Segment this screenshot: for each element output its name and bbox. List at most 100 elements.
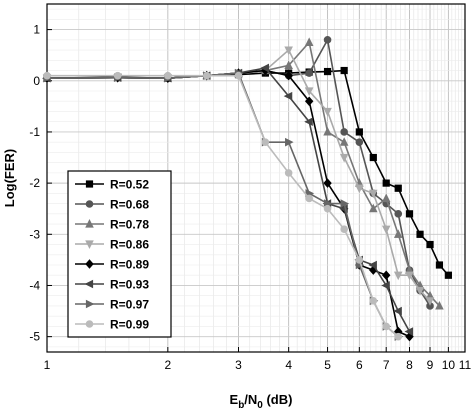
legend-entry: R=0.99 xyxy=(75,318,149,332)
data-point xyxy=(323,204,332,213)
legend-label: R=0.89 xyxy=(110,258,149,272)
data-point xyxy=(369,297,378,305)
series-group xyxy=(42,36,452,342)
data-point xyxy=(381,225,391,235)
data-point xyxy=(323,107,332,117)
x-axis-label-main: E xyxy=(230,392,239,407)
x-tick-label: 5 xyxy=(324,358,331,372)
x-tick-label: 10 xyxy=(442,358,456,372)
x-axis-label-sub-b: b xyxy=(238,400,244,411)
data-point xyxy=(393,306,402,316)
data-point xyxy=(355,256,364,264)
data-point xyxy=(323,67,332,76)
x-axis-label-sub-0: 0 xyxy=(257,400,263,411)
data-point xyxy=(355,138,364,146)
data-point xyxy=(234,71,243,80)
legend-entry: R=0.97 xyxy=(75,298,149,312)
x-axis-label-mid: /N xyxy=(244,392,257,407)
x-tick-label: 3 xyxy=(235,358,242,372)
x-tick-label: 6 xyxy=(356,358,363,372)
data-point xyxy=(305,194,313,203)
data-point xyxy=(304,117,313,126)
data-point xyxy=(261,138,270,146)
data-point xyxy=(284,46,293,56)
data-point xyxy=(415,286,425,296)
y-tick-label: 0 xyxy=(33,74,40,88)
legend-box xyxy=(67,170,172,338)
data-point xyxy=(444,271,452,279)
legend-entry: R=0.86 xyxy=(75,238,149,252)
data-point xyxy=(340,66,348,75)
data-point xyxy=(283,91,293,101)
legend-entry: R=0.68 xyxy=(75,198,149,212)
data-point xyxy=(382,179,390,187)
data-point xyxy=(339,137,349,146)
data-point xyxy=(381,193,391,203)
legend-marker xyxy=(85,180,94,188)
legend-marker xyxy=(85,240,94,249)
data-point xyxy=(381,281,390,290)
y-tick-label: -4 xyxy=(29,278,40,292)
data-point xyxy=(323,126,332,136)
data-point xyxy=(393,229,403,238)
legend-marker xyxy=(85,299,95,309)
data-point xyxy=(323,36,332,44)
x-tick-label: 8 xyxy=(406,358,413,372)
data-point xyxy=(425,297,435,306)
legend: R=0.52 R=0.68 R=0.78 R=0.86 R=0.89 R=0.93 R=0.… xyxy=(67,170,172,338)
data-point xyxy=(382,322,391,331)
data-point xyxy=(368,260,377,270)
data-point xyxy=(405,210,414,218)
data-point xyxy=(304,37,314,46)
plot-frame xyxy=(46,3,466,353)
x-tick-label: 11 xyxy=(459,358,472,372)
data-point xyxy=(405,271,414,281)
data-point xyxy=(164,71,172,80)
data-point xyxy=(394,210,403,218)
data-point xyxy=(260,63,269,73)
data-point xyxy=(284,60,293,70)
data-point xyxy=(43,71,51,80)
data-point xyxy=(369,153,377,162)
data-point xyxy=(285,137,294,147)
y-tick-label: 1 xyxy=(33,23,40,37)
legend-marker xyxy=(85,320,94,328)
data-point xyxy=(323,178,332,188)
data-point xyxy=(202,71,211,80)
data-point xyxy=(369,189,378,199)
data-point xyxy=(355,184,364,194)
data-point xyxy=(284,169,293,177)
legend-label: R=0.78 xyxy=(110,218,149,232)
x-tick-label: 1 xyxy=(44,358,51,372)
data-point xyxy=(404,327,414,336)
data-point xyxy=(416,230,424,238)
data-point xyxy=(435,261,444,269)
y-tick-label: -3 xyxy=(29,227,40,241)
data-point xyxy=(305,69,313,77)
legend-label: R=0.86 xyxy=(110,238,149,252)
legend-marker xyxy=(85,259,94,269)
data-point xyxy=(339,153,349,163)
y-tick-label: -1 xyxy=(29,125,40,139)
series-line xyxy=(47,74,399,338)
x-tick-label: 9 xyxy=(427,358,434,372)
data-point xyxy=(369,203,378,213)
data-point xyxy=(435,300,444,310)
legend-entry: R=0.78 xyxy=(75,218,149,232)
data-point xyxy=(394,184,402,192)
legend-marker xyxy=(85,219,94,228)
legend-label: R=0.68 xyxy=(110,198,149,212)
y-tick-label: -2 xyxy=(29,176,40,190)
data-point xyxy=(394,332,403,341)
legend-entry: R=0.89 xyxy=(75,258,149,272)
data-point xyxy=(393,271,403,281)
x-axis-label: Eb/N0 (dB) xyxy=(230,392,293,411)
legend-label: R=0.97 xyxy=(110,298,149,312)
legend-entry: R=0.52 xyxy=(75,178,149,192)
data-point xyxy=(304,96,314,106)
legend-label: R=0.52 xyxy=(110,178,149,192)
legend-label: R=0.93 xyxy=(110,278,149,292)
data-point xyxy=(355,128,363,136)
